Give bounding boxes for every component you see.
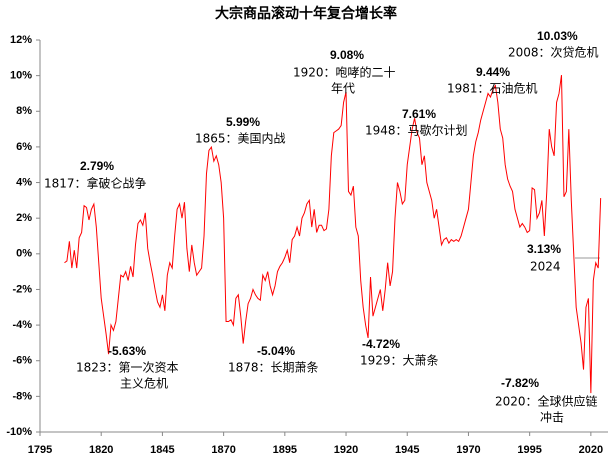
annotation-value: 3.13%	[527, 242, 561, 256]
x-tick-label: 1870	[211, 444, 235, 456]
annotation-text: 主义危机	[120, 377, 168, 391]
annotation-value: 5.99%	[226, 115, 260, 129]
annotation-text: 冲击	[540, 410, 564, 425]
x-tick-label: 1970	[456, 444, 480, 456]
y-tick-label: 8%	[16, 105, 32, 117]
x-tick-label: 1995	[517, 444, 541, 456]
annotation-value: -4.72%	[362, 337, 400, 351]
y-tick-label: 2%	[16, 212, 32, 224]
annotation-value: 2.79%	[80, 159, 114, 173]
x-tick-label: 1845	[150, 444, 174, 456]
annotation-text: 年代	[331, 82, 355, 96]
y-tick-label: -6%	[12, 355, 32, 367]
y-tick-label: -8%	[12, 390, 32, 402]
annotation-value: -7.82%	[501, 376, 539, 390]
annotation-text: 1823：第一次资本	[76, 361, 179, 375]
y-tick-label: 12%	[10, 34, 32, 46]
x-tick-label: 1920	[334, 444, 358, 456]
series-line	[64, 75, 602, 394]
annotation-text: 1865：美国内战	[195, 132, 286, 146]
annotation-value: 9.44%	[476, 65, 510, 79]
y-tick-label: -4%	[12, 319, 32, 331]
x-tick-label: 1945	[395, 444, 419, 456]
y-tick-label: -2%	[12, 283, 32, 295]
y-tick-label: -10%	[6, 426, 32, 438]
x-tick-label: 1820	[89, 444, 113, 456]
x-tick-label: 2020	[579, 444, 603, 456]
annotation-text: 1817：拿破仑战争	[44, 176, 147, 191]
annotation-text: 2020：全球供应链	[495, 394, 598, 409]
annotation-text: 1981：石油危机	[447, 82, 538, 96]
y-tick-label: 10%	[10, 70, 32, 82]
annotation-text: 1920：咆哮的二十	[293, 65, 396, 80]
chart-title: 大宗商品滚动十年复合增长率	[215, 5, 397, 22]
x-tick-label: 1795	[28, 444, 52, 456]
annotation-text: 1878：长期萧条	[228, 361, 319, 375]
annotation-value: -5.04%	[257, 344, 295, 358]
annotation-text: 2024	[530, 260, 561, 274]
annotation-text: 2008：次贷危机	[508, 46, 599, 60]
annotation-value: 9.08%	[330, 48, 364, 62]
annotation-value: 7.61%	[402, 107, 436, 121]
annotation-value: 10.03%	[537, 29, 578, 43]
y-tick-label: 0%	[16, 248, 32, 260]
annotation-text: 1929：大萧条	[360, 354, 439, 368]
y-tick-label: 6%	[16, 141, 32, 153]
y-tick-label: 4%	[16, 176, 32, 188]
x-tick-label: 1895	[273, 444, 297, 456]
annotation-value: -5.63%	[108, 344, 146, 358]
annotation-text: 1948：马歇尔计划	[365, 123, 468, 138]
